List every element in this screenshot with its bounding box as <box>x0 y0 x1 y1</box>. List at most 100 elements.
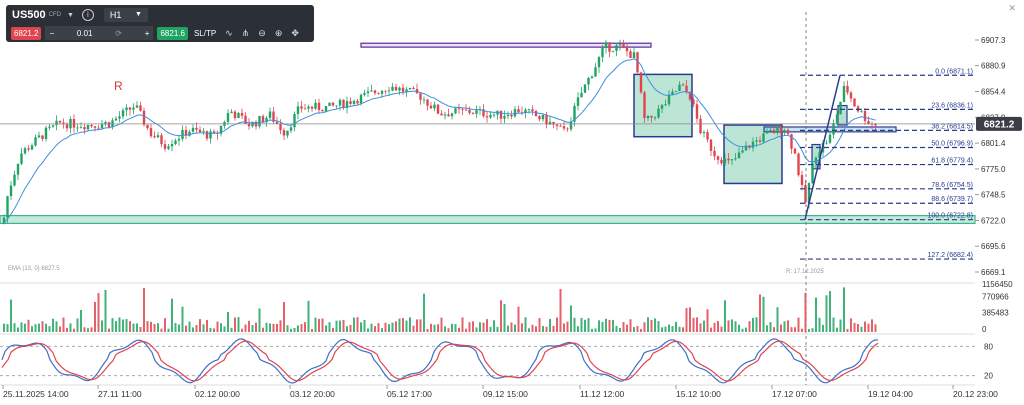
volume-bar <box>797 317 800 332</box>
candle-body <box>653 117 657 119</box>
volume-bar <box>577 326 579 332</box>
candle-body <box>681 84 685 86</box>
time-axis-label: 09.12 15:00 <box>483 389 528 399</box>
quantity-stepper[interactable]: − 0.01 ⟳ + <box>45 26 154 40</box>
volume-bar <box>24 323 26 332</box>
timeframe-select[interactable]: H1 ▼ <box>103 8 148 22</box>
candle-body <box>534 111 538 117</box>
candle-body <box>650 115 653 118</box>
candle-body <box>160 135 163 145</box>
candle-body <box>377 93 380 94</box>
volume-bar <box>846 328 849 332</box>
volume-axis-label: 770966 <box>982 292 1009 301</box>
volume-bar <box>703 320 705 332</box>
volume-bar <box>157 323 159 332</box>
volume-bar <box>724 300 726 332</box>
candle-body <box>41 135 44 139</box>
candle-body <box>128 107 132 110</box>
candle-body <box>450 113 454 117</box>
volume-axis-label: 385483 <box>982 309 1009 318</box>
candle-body <box>783 130 786 134</box>
info-icon[interactable]: i <box>81 9 94 21</box>
sell-button[interactable]: 6821.2 <box>11 26 42 40</box>
candle-body <box>548 121 552 125</box>
volume-bar <box>66 327 68 332</box>
quantity-value[interactable]: 0.01 <box>76 28 93 38</box>
indicators-icon[interactable]: ⋔ <box>241 27 250 38</box>
candle-body <box>555 124 559 126</box>
candle-body <box>107 122 111 128</box>
candle-body <box>328 102 331 106</box>
candle-body <box>772 130 776 134</box>
volume-bar <box>20 322 23 332</box>
time-axis-label: 03.12 20:00 <box>290 389 335 399</box>
candle-body <box>205 131 209 139</box>
volume-bar <box>825 295 828 332</box>
volume-bar <box>59 326 61 332</box>
volume-bar <box>573 317 576 332</box>
candle-body <box>331 102 335 106</box>
volume-bar <box>528 328 530 332</box>
candle-body <box>769 130 772 131</box>
refresh-icon[interactable]: ⟳ <box>115 28 122 38</box>
volume-bar <box>153 323 156 332</box>
buy-button[interactable]: 6821.6 <box>157 26 188 40</box>
candle-body <box>275 121 279 124</box>
time-axis-label: 15.12 10:00 <box>676 389 721 399</box>
crosshair-date-label: R: 17.12.2025 <box>786 269 824 275</box>
symbol-dropdown-icon[interactable]: ▼ <box>66 11 74 19</box>
volume-bar <box>62 317 65 332</box>
candle-body <box>706 132 709 140</box>
minus-icon[interactable]: − <box>49 28 55 38</box>
candle-body <box>615 45 618 51</box>
volume-bar <box>710 327 712 332</box>
crosshair-move-icon[interactable]: ✥ <box>291 27 299 38</box>
volume-bar <box>559 288 562 332</box>
candle-body <box>671 91 674 95</box>
volume-bar <box>283 302 285 332</box>
volume-bar <box>192 327 194 332</box>
volume-bar <box>423 293 425 332</box>
volume-bar <box>125 319 128 332</box>
volume-bar <box>748 321 751 332</box>
candle-body <box>125 107 128 111</box>
candle-body <box>639 72 643 93</box>
candle-body <box>804 184 807 203</box>
zoom-out-icon[interactable]: ⊖ <box>258 27 266 38</box>
fib-level-label: 78.6 (6754.5) <box>931 182 973 189</box>
volume-bar <box>762 296 765 332</box>
volume-bar <box>143 288 145 332</box>
candle-body <box>422 99 426 101</box>
plus-icon[interactable]: + <box>144 28 150 38</box>
demand-box <box>723 124 783 185</box>
candle-body <box>800 175 804 185</box>
chart-type-icon[interactable]: ∿ <box>225 27 233 38</box>
candle-body <box>244 115 247 124</box>
volume-bar <box>661 327 663 332</box>
close-icon[interactable]: ✕ <box>1008 3 1016 13</box>
volume-bar <box>818 317 821 332</box>
candle-body <box>300 106 303 109</box>
volume-bar <box>447 328 450 332</box>
zoom-in-icon[interactable]: ⊕ <box>274 27 283 38</box>
volume-bar <box>3 323 5 332</box>
candle-body <box>776 126 779 134</box>
candle-body <box>569 121 573 130</box>
volume-bar <box>419 319 422 332</box>
symbol-label[interactable]: US500 <box>12 9 46 21</box>
candle-body <box>832 123 835 135</box>
volume-bar <box>38 323 40 332</box>
volume-bar <box>384 322 387 332</box>
sltp-button[interactable]: SL/TP <box>193 28 217 38</box>
candle-body <box>55 120 58 126</box>
support-zone <box>0 215 976 224</box>
volume-bar <box>482 322 485 332</box>
volume-bar <box>90 327 93 332</box>
volume-bar <box>832 317 835 332</box>
volume-bar <box>440 317 443 332</box>
candle-body <box>44 127 48 139</box>
time-axis-label: 27.11 11:00 <box>98 389 142 399</box>
volume-bar <box>773 327 775 332</box>
